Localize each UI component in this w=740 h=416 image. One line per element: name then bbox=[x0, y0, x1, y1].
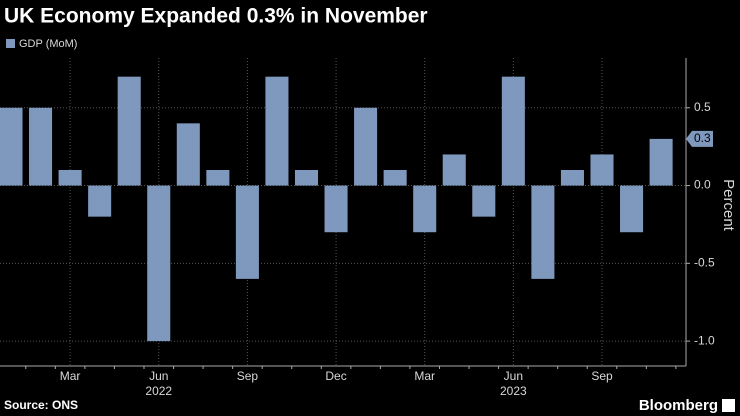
brand-icon bbox=[722, 399, 735, 412]
bar bbox=[206, 170, 230, 186]
x-tick-label: Sep bbox=[237, 369, 259, 383]
bar bbox=[0, 107, 23, 186]
x-group-label: 2023 bbox=[500, 384, 527, 398]
bar bbox=[590, 154, 614, 186]
bar bbox=[649, 138, 673, 186]
y-tick-label: -1.0 bbox=[694, 333, 715, 347]
legend-label: GDP (MoM) bbox=[19, 38, 77, 50]
x-tick-label: Jun bbox=[149, 369, 168, 383]
bar bbox=[383, 170, 407, 186]
chart-title: UK Economy Expanded 0.3% in November bbox=[4, 5, 428, 28]
y-tick-label: -0.5 bbox=[694, 256, 715, 270]
source: Source: ONS bbox=[4, 398, 78, 412]
bar bbox=[58, 170, 82, 186]
bar bbox=[176, 123, 200, 186]
y-axis-label: Percent bbox=[720, 179, 737, 232]
legend-swatch bbox=[6, 39, 15, 48]
last-value-label: 0.3 bbox=[694, 131, 711, 145]
x-tick-label: Dec bbox=[325, 369, 346, 383]
x-tick-label: Mar bbox=[414, 369, 435, 383]
bar bbox=[560, 170, 584, 186]
bar bbox=[354, 107, 378, 186]
x-tick-label: Sep bbox=[591, 369, 613, 383]
bar bbox=[29, 107, 53, 186]
x-group-label: 2022 bbox=[145, 384, 172, 398]
bar bbox=[413, 185, 437, 233]
bar bbox=[235, 185, 259, 279]
bar bbox=[147, 185, 171, 342]
bar bbox=[324, 185, 348, 233]
y-tick-label: 0.5 bbox=[694, 100, 711, 114]
bar bbox=[442, 154, 466, 186]
bar bbox=[117, 76, 141, 186]
bar bbox=[531, 185, 555, 279]
brand: Bloomberg bbox=[639, 397, 718, 414]
last-value-flag bbox=[686, 130, 713, 147]
x-tick-label: Jun bbox=[504, 369, 523, 383]
bar bbox=[620, 185, 644, 233]
x-tick-label: Mar bbox=[60, 369, 81, 383]
bar bbox=[472, 185, 496, 217]
y-tick-label: 0.0 bbox=[694, 178, 711, 192]
bar bbox=[88, 185, 112, 217]
bar bbox=[265, 76, 289, 186]
bar bbox=[294, 170, 319, 186]
bar bbox=[501, 76, 525, 186]
